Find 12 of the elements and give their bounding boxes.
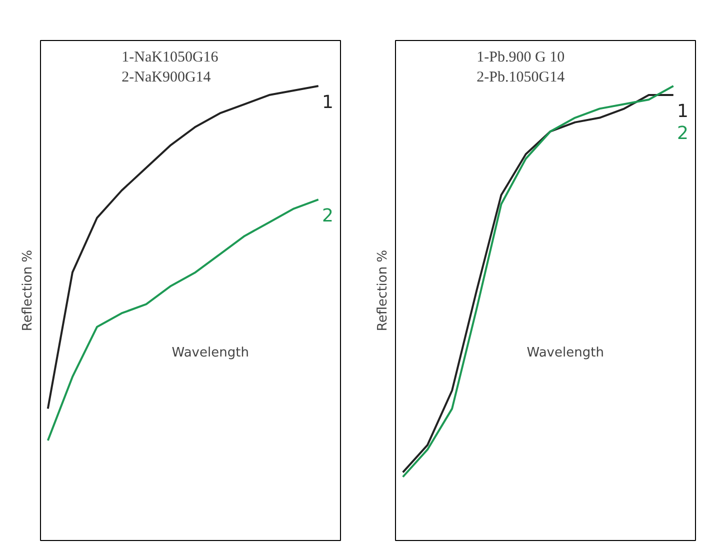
series-label: 1 <box>322 92 334 113</box>
y-axis-title: Reflection % <box>376 250 390 332</box>
text: 1-NaK1050G16 <box>122 50 219 66</box>
text: 2-Pb.1050G14 <box>476 70 566 86</box>
x-axis-title: Wavelength <box>172 346 249 360</box>
text: 2-NaK900G14 <box>122 70 212 86</box>
series-label: 2 <box>322 206 334 227</box>
series-label: 2 <box>677 123 689 144</box>
text: 1-Pb.900 G 10 <box>476 50 565 66</box>
x-axis-title: Wavelength <box>526 346 604 360</box>
y-axis-title: Reflection % <box>20 250 36 332</box>
series-label: 1 <box>677 101 689 122</box>
